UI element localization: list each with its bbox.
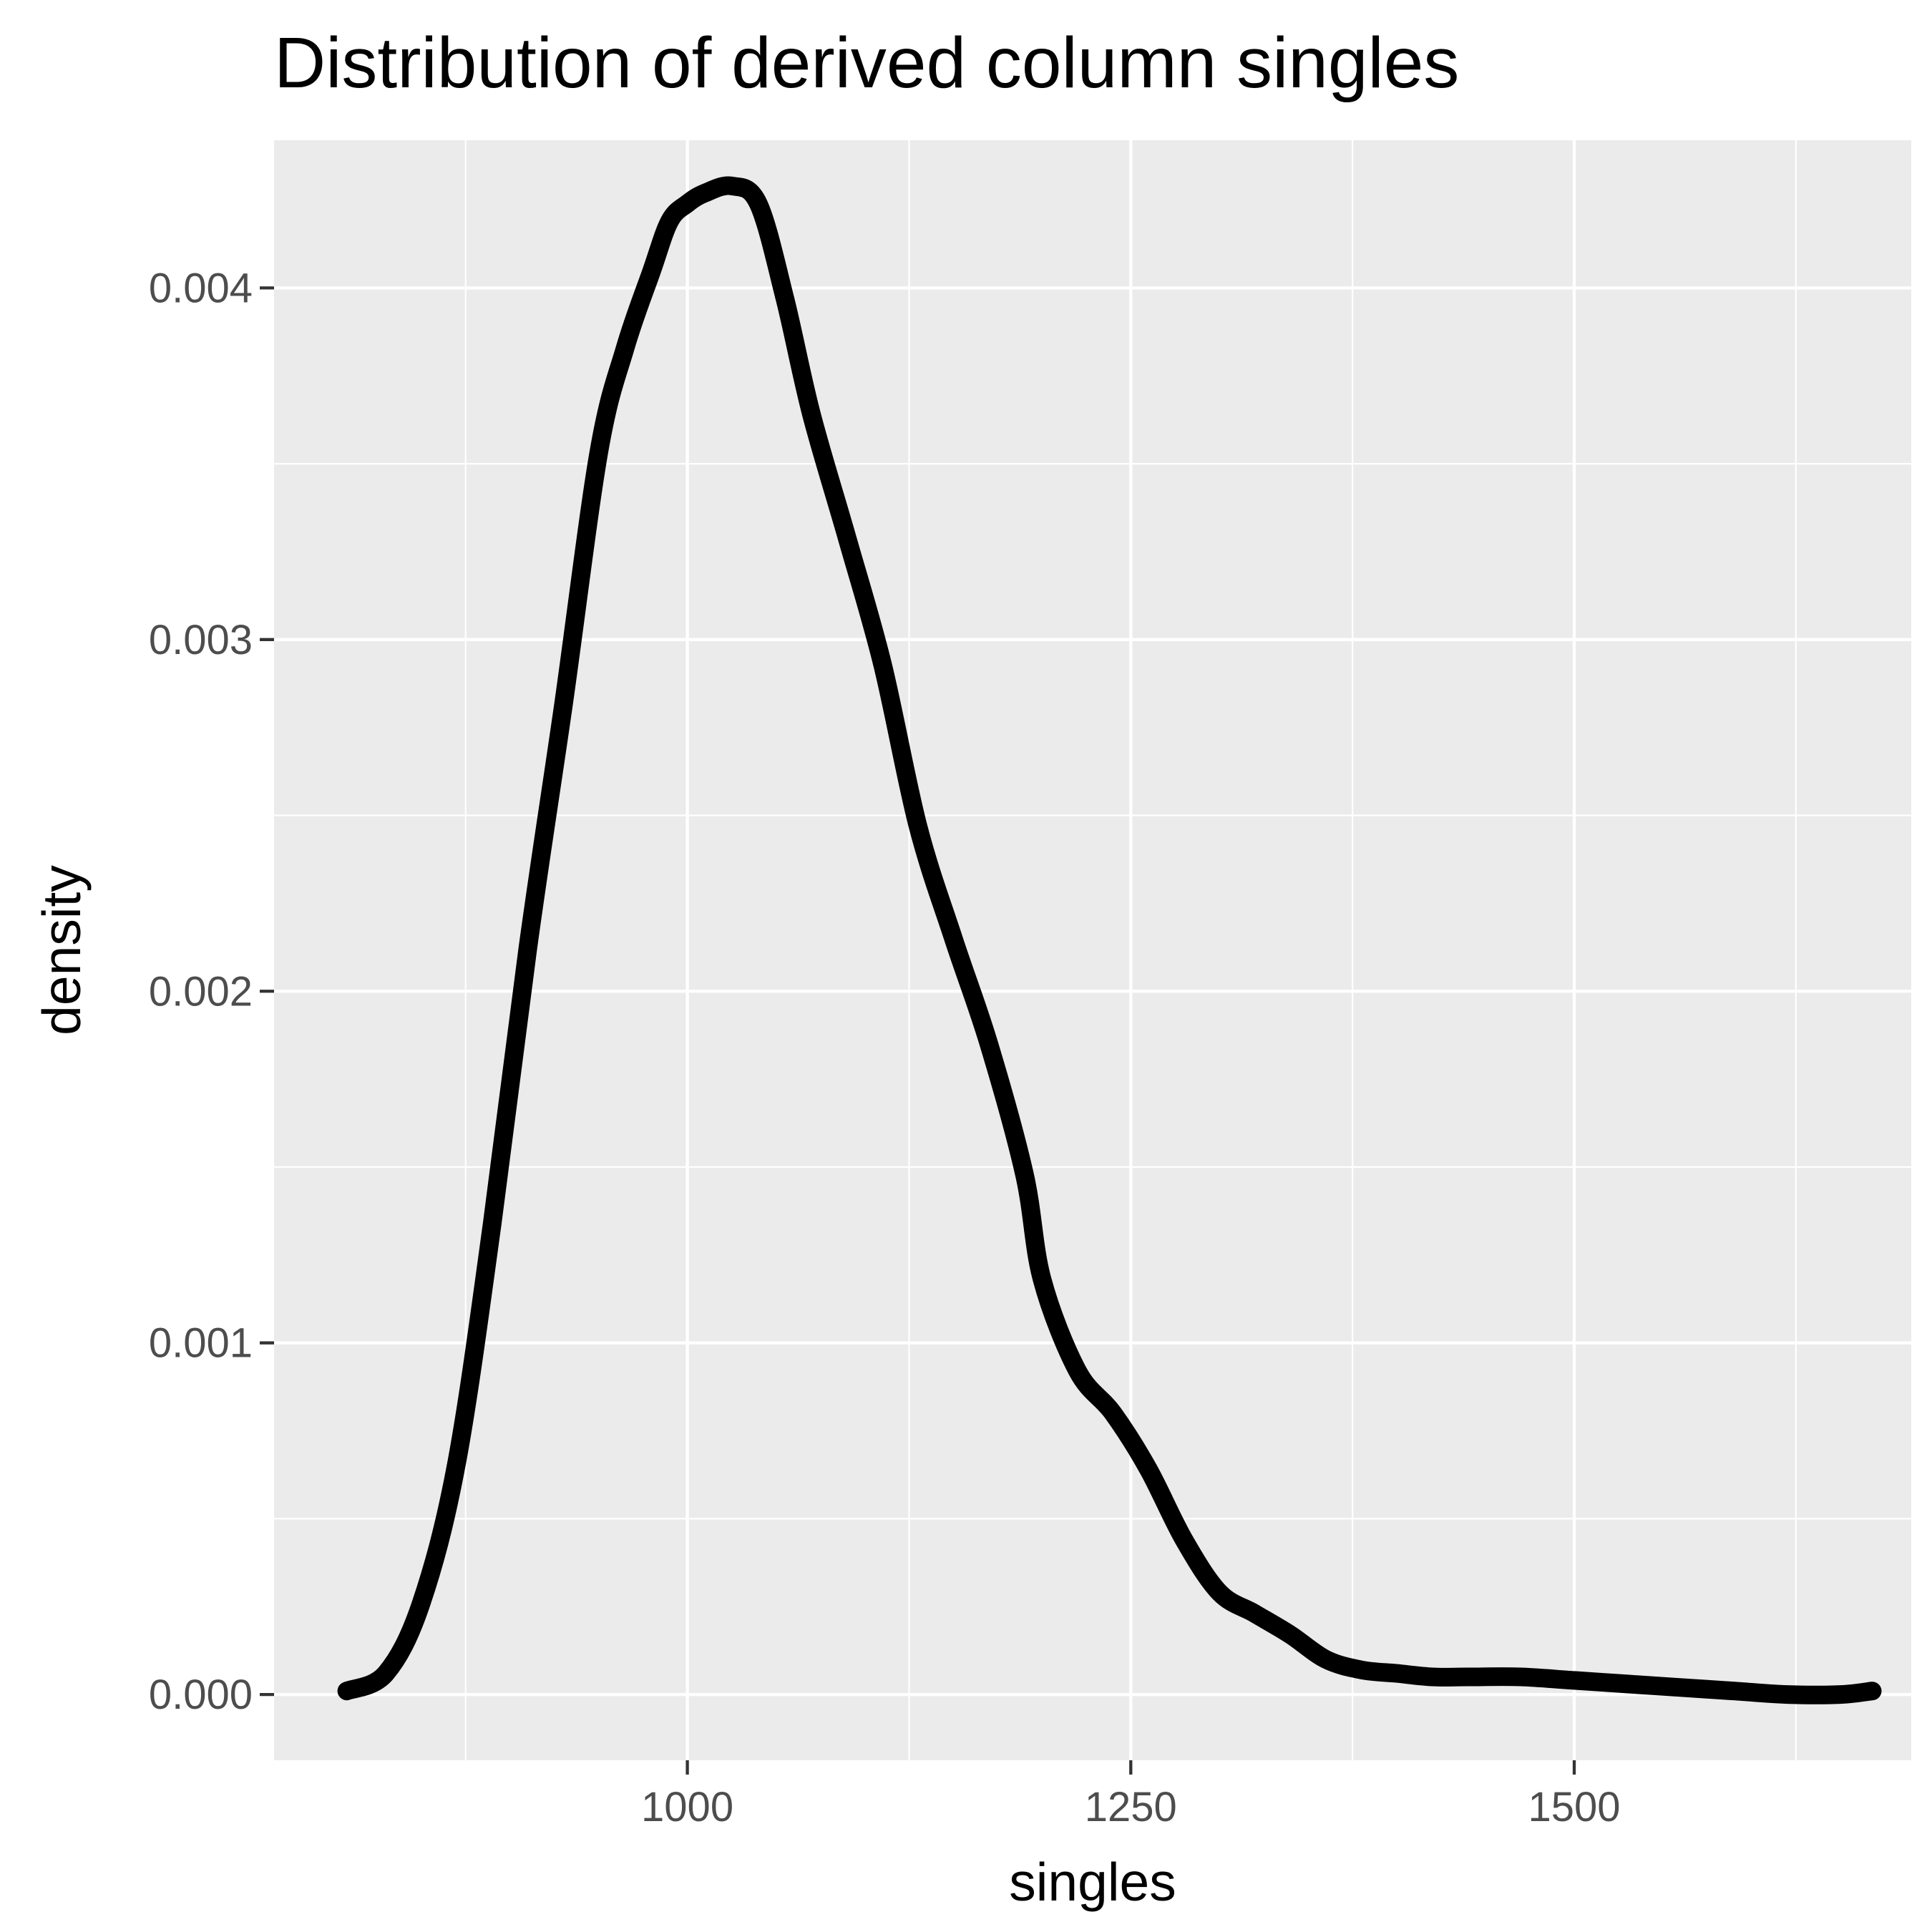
x-axis-title: singles xyxy=(1009,1852,1176,1912)
y-tick-label: 0.003 xyxy=(149,617,253,663)
y-tick-label: 0.002 xyxy=(149,968,253,1015)
x-tick-label: 1250 xyxy=(1085,1784,1177,1830)
y-tick-label: 0.001 xyxy=(149,1320,253,1367)
y-tick-label: 0.000 xyxy=(149,1672,253,1718)
y-axis: 0.000 0.001 0.002 0.003 0.004 xyxy=(149,265,274,1718)
chart-title: Distribution of derived column singles xyxy=(274,23,1459,103)
minor-gridlines xyxy=(274,140,1911,1760)
density-line xyxy=(337,176,1882,1704)
major-gridlines xyxy=(274,140,1911,1760)
x-axis: 1000 1250 1500 xyxy=(641,1760,1621,1830)
data-layer xyxy=(337,176,1882,1704)
x-tick-label: 1000 xyxy=(641,1784,733,1830)
plot-panel xyxy=(274,140,1911,1760)
y-axis-title: density xyxy=(31,865,92,1035)
y-tick-label: 0.004 xyxy=(149,265,253,311)
x-tick-label: 1500 xyxy=(1528,1784,1620,1830)
